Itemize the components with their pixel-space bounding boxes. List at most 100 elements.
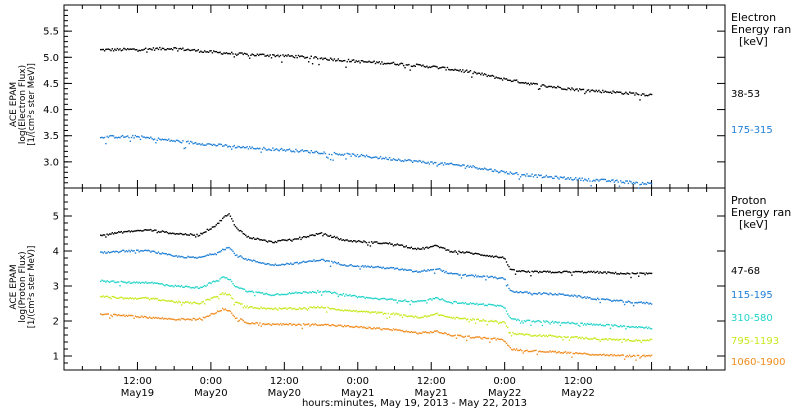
data-point <box>170 48 172 50</box>
data-point <box>647 339 649 341</box>
data-point <box>121 297 124 299</box>
data-point <box>272 294 274 296</box>
data-point <box>599 179 601 181</box>
x-tick-day-label: May19 <box>121 388 154 399</box>
data-point <box>231 312 233 314</box>
data-point <box>618 325 621 328</box>
data-point <box>313 57 315 59</box>
data-point <box>627 272 630 275</box>
data-point <box>353 294 355 297</box>
proton-ylabel-line: [1/(cm²s ster MeV)] <box>27 246 37 329</box>
data-point <box>448 272 450 275</box>
data-point <box>415 316 418 318</box>
data-point <box>112 295 115 298</box>
data-point <box>359 240 361 243</box>
data-point <box>288 238 291 240</box>
data-point <box>512 290 514 293</box>
data-point <box>600 178 603 180</box>
data-point <box>373 241 375 243</box>
data-point <box>186 285 188 287</box>
data-point <box>414 160 416 162</box>
data-point <box>139 229 142 232</box>
data-point <box>165 231 167 233</box>
data-point <box>322 258 324 261</box>
data-point <box>252 147 255 150</box>
data-point <box>596 297 599 299</box>
data-point <box>282 263 284 266</box>
data-point <box>363 296 365 298</box>
data-point <box>311 63 314 65</box>
y-tick-label: 4.0 <box>43 105 59 116</box>
data-point <box>604 90 606 92</box>
data-point <box>311 307 314 309</box>
data-point <box>134 315 137 317</box>
data-point <box>242 319 244 322</box>
data-point <box>431 314 433 316</box>
data-point <box>263 146 265 149</box>
data-point <box>228 310 230 312</box>
data-point <box>197 256 199 259</box>
data-point <box>572 322 574 324</box>
data-point <box>369 297 372 299</box>
data-point <box>616 179 618 181</box>
data-point <box>585 297 587 300</box>
data-point <box>512 268 514 271</box>
data-point <box>251 290 253 292</box>
data-point <box>128 314 130 316</box>
data-point <box>404 331 406 333</box>
data-point <box>613 91 615 93</box>
data-point <box>599 353 601 356</box>
data-point <box>121 249 124 252</box>
data-point <box>430 269 432 271</box>
data-point <box>310 306 312 309</box>
data-point <box>491 74 493 77</box>
data-point <box>156 231 158 234</box>
data-point <box>286 308 288 311</box>
data-point <box>155 252 157 254</box>
data-point <box>354 326 356 328</box>
data-point <box>504 307 506 310</box>
data-point <box>514 291 517 293</box>
data-point <box>531 321 533 323</box>
data-point <box>490 275 492 278</box>
data-point <box>192 317 194 320</box>
data-point <box>571 336 573 338</box>
data-point <box>222 307 224 310</box>
data-point <box>157 251 160 253</box>
data-point <box>182 301 184 304</box>
data-point <box>395 267 397 270</box>
data-point <box>562 321 564 324</box>
data-point <box>342 293 345 295</box>
data-point <box>362 327 364 329</box>
data-point <box>155 282 157 284</box>
data-point <box>296 261 298 264</box>
data-point <box>314 56 316 58</box>
data-point <box>605 338 608 340</box>
data-point <box>100 234 102 236</box>
data-point <box>629 180 631 182</box>
data-point <box>106 135 108 138</box>
data-point <box>218 310 220 313</box>
data-point <box>270 264 273 266</box>
data-point <box>534 174 536 176</box>
data-point <box>453 273 455 275</box>
data-point <box>576 271 578 273</box>
data-point <box>466 251 468 253</box>
data-point <box>630 92 632 94</box>
data-point <box>263 323 265 325</box>
data-point <box>445 163 447 165</box>
data-point <box>220 219 223 222</box>
data-point <box>474 336 477 338</box>
data-point <box>160 253 162 255</box>
data-point <box>225 247 228 249</box>
data-point <box>175 139 178 141</box>
data-point <box>161 230 164 232</box>
data-point <box>360 241 363 243</box>
data-point <box>464 317 467 320</box>
data-point <box>523 82 526 84</box>
x-tick-day-label: May20 <box>268 388 301 399</box>
data-point <box>391 267 393 269</box>
data-point <box>255 238 257 240</box>
data-point <box>189 318 192 321</box>
data-point <box>566 89 568 91</box>
